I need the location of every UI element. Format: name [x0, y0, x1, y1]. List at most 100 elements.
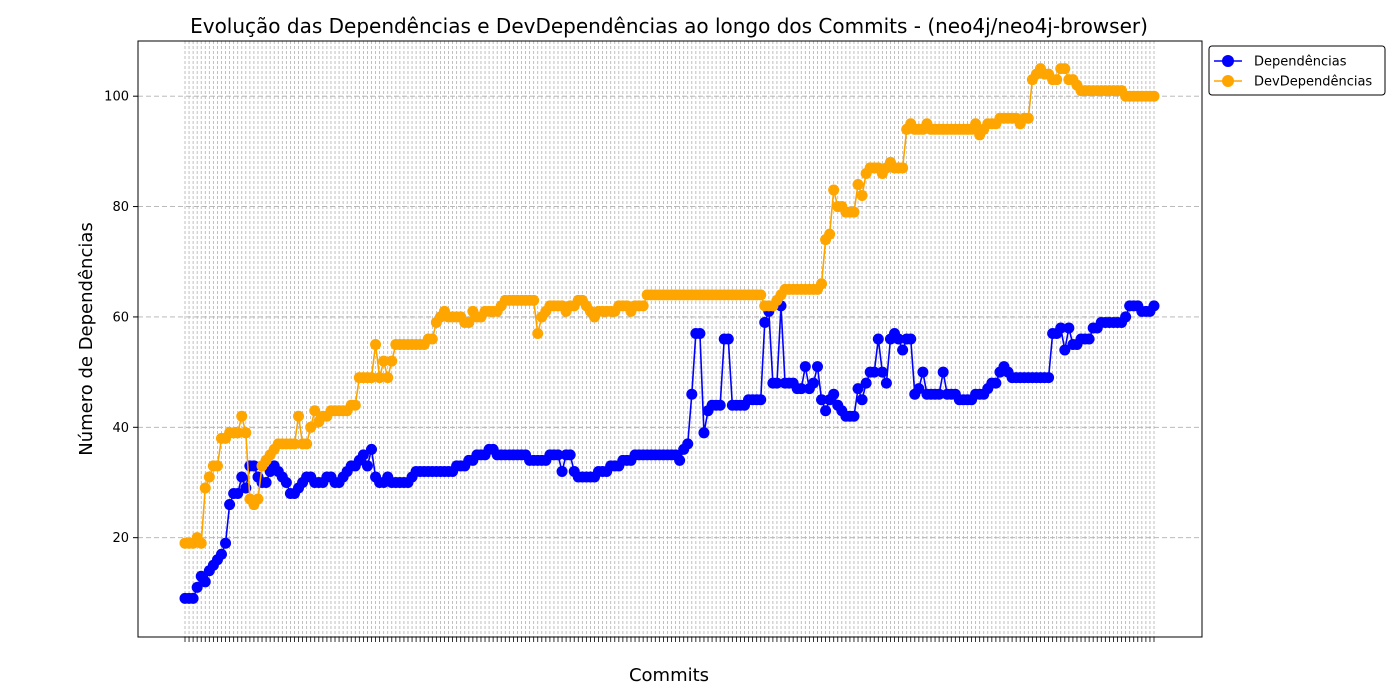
- y-tick-label: 20: [112, 531, 129, 546]
- legend-label: DevDependências: [1254, 75, 1372, 90]
- y-tick-label: 60: [112, 310, 129, 325]
- series-2: [179, 63, 1160, 549]
- data-point: [795, 383, 807, 395]
- data-point: [1055, 322, 1067, 334]
- data-point: [872, 333, 884, 345]
- data-point: [301, 438, 313, 450]
- data-point: [366, 443, 377, 455]
- data-point: [807, 377, 819, 389]
- y-axis: 20 40 60 80 100: [104, 90, 138, 546]
- series-1: [179, 300, 1160, 604]
- data-point: [203, 471, 215, 483]
- data-point: [232, 488, 244, 500]
- data-point: [686, 388, 698, 400]
- legend-frame: [1208, 45, 1386, 96]
- data-point: [1148, 90, 1160, 102]
- data-point: [370, 339, 382, 351]
- y-tick-label: 100: [104, 90, 129, 105]
- chart-title: Evolução das Dependências e DevDependênc…: [190, 14, 1148, 38]
- data-point: [674, 454, 686, 466]
- data-point: [293, 410, 305, 422]
- data-point: [248, 460, 260, 472]
- data-point: [1043, 372, 1055, 384]
- data-point: [211, 460, 223, 472]
- data-point: [1051, 74, 1063, 86]
- data-point: [349, 399, 361, 411]
- data-point: [361, 460, 373, 472]
- data-point: [386, 355, 398, 367]
- legend-marker: [1222, 55, 1234, 67]
- data-point: [897, 162, 909, 174]
- data-point: [682, 438, 694, 450]
- data-point: [828, 388, 840, 400]
- data-point: [913, 383, 925, 395]
- data-point: [876, 366, 888, 378]
- data-point: [714, 399, 726, 411]
- data-point: [463, 316, 475, 328]
- data-point: [893, 333, 905, 345]
- data-point: [722, 333, 734, 345]
- data-point: [759, 316, 771, 328]
- data-point: [897, 344, 909, 356]
- data-point: [816, 278, 828, 290]
- data-point: [811, 361, 823, 373]
- y-tick-label: 80: [112, 200, 129, 215]
- data-point: [755, 289, 767, 301]
- data-point: [1063, 322, 1075, 334]
- data-point: [860, 377, 872, 389]
- data-point: [191, 581, 203, 593]
- data-point: [426, 333, 438, 345]
- data-point: [1148, 300, 1160, 312]
- data-point: [236, 410, 248, 422]
- data-point: [374, 372, 386, 384]
- series-layer: [179, 63, 1160, 604]
- data-point: [852, 383, 864, 395]
- data-point: [366, 372, 377, 384]
- data-point: [856, 394, 868, 406]
- data-point: [637, 300, 649, 312]
- data-point: [224, 499, 236, 511]
- data-point: [816, 394, 828, 406]
- data-point: [771, 377, 783, 389]
- legend-marker: [1222, 75, 1234, 87]
- legend-label: Dependências: [1254, 55, 1347, 70]
- data-point: [199, 482, 211, 494]
- legend: Dependências DevDependências: [1208, 45, 1386, 96]
- x-axis: [184, 637, 1155, 642]
- data-point: [1059, 344, 1071, 356]
- data-point: [528, 294, 540, 306]
- data-point: [824, 228, 836, 240]
- data-point: [236, 471, 248, 483]
- data-point: [1120, 311, 1132, 323]
- data-point: [820, 405, 832, 417]
- plot-frame: [137, 40, 1203, 638]
- data-point: [215, 548, 227, 560]
- y-axis-label: Número de Dependências: [76, 222, 97, 456]
- data-point: [195, 537, 207, 549]
- data-point: [252, 493, 264, 505]
- data-point: [848, 206, 860, 218]
- data-point: [990, 377, 1002, 389]
- y-tick-label: 40: [112, 421, 129, 436]
- data-point: [232, 427, 244, 439]
- data-point: [852, 178, 864, 190]
- legend-item: Dependências: [1214, 55, 1347, 70]
- data-point: [856, 190, 868, 202]
- data-point: [280, 476, 292, 488]
- data-point: [880, 377, 892, 389]
- data-point: [288, 438, 300, 450]
- data-point: [698, 427, 710, 439]
- data-point: [937, 366, 949, 378]
- data-point: [848, 410, 860, 422]
- data-point: [382, 372, 394, 384]
- data-point: [240, 427, 252, 439]
- legend-item: DevDependências: [1214, 75, 1372, 90]
- data-point: [933, 388, 945, 400]
- data-point: [378, 355, 390, 367]
- data-point: [305, 421, 317, 433]
- data-point: [564, 449, 576, 461]
- data-point: [905, 333, 917, 345]
- data-point: [556, 465, 568, 477]
- data-point: [187, 592, 199, 604]
